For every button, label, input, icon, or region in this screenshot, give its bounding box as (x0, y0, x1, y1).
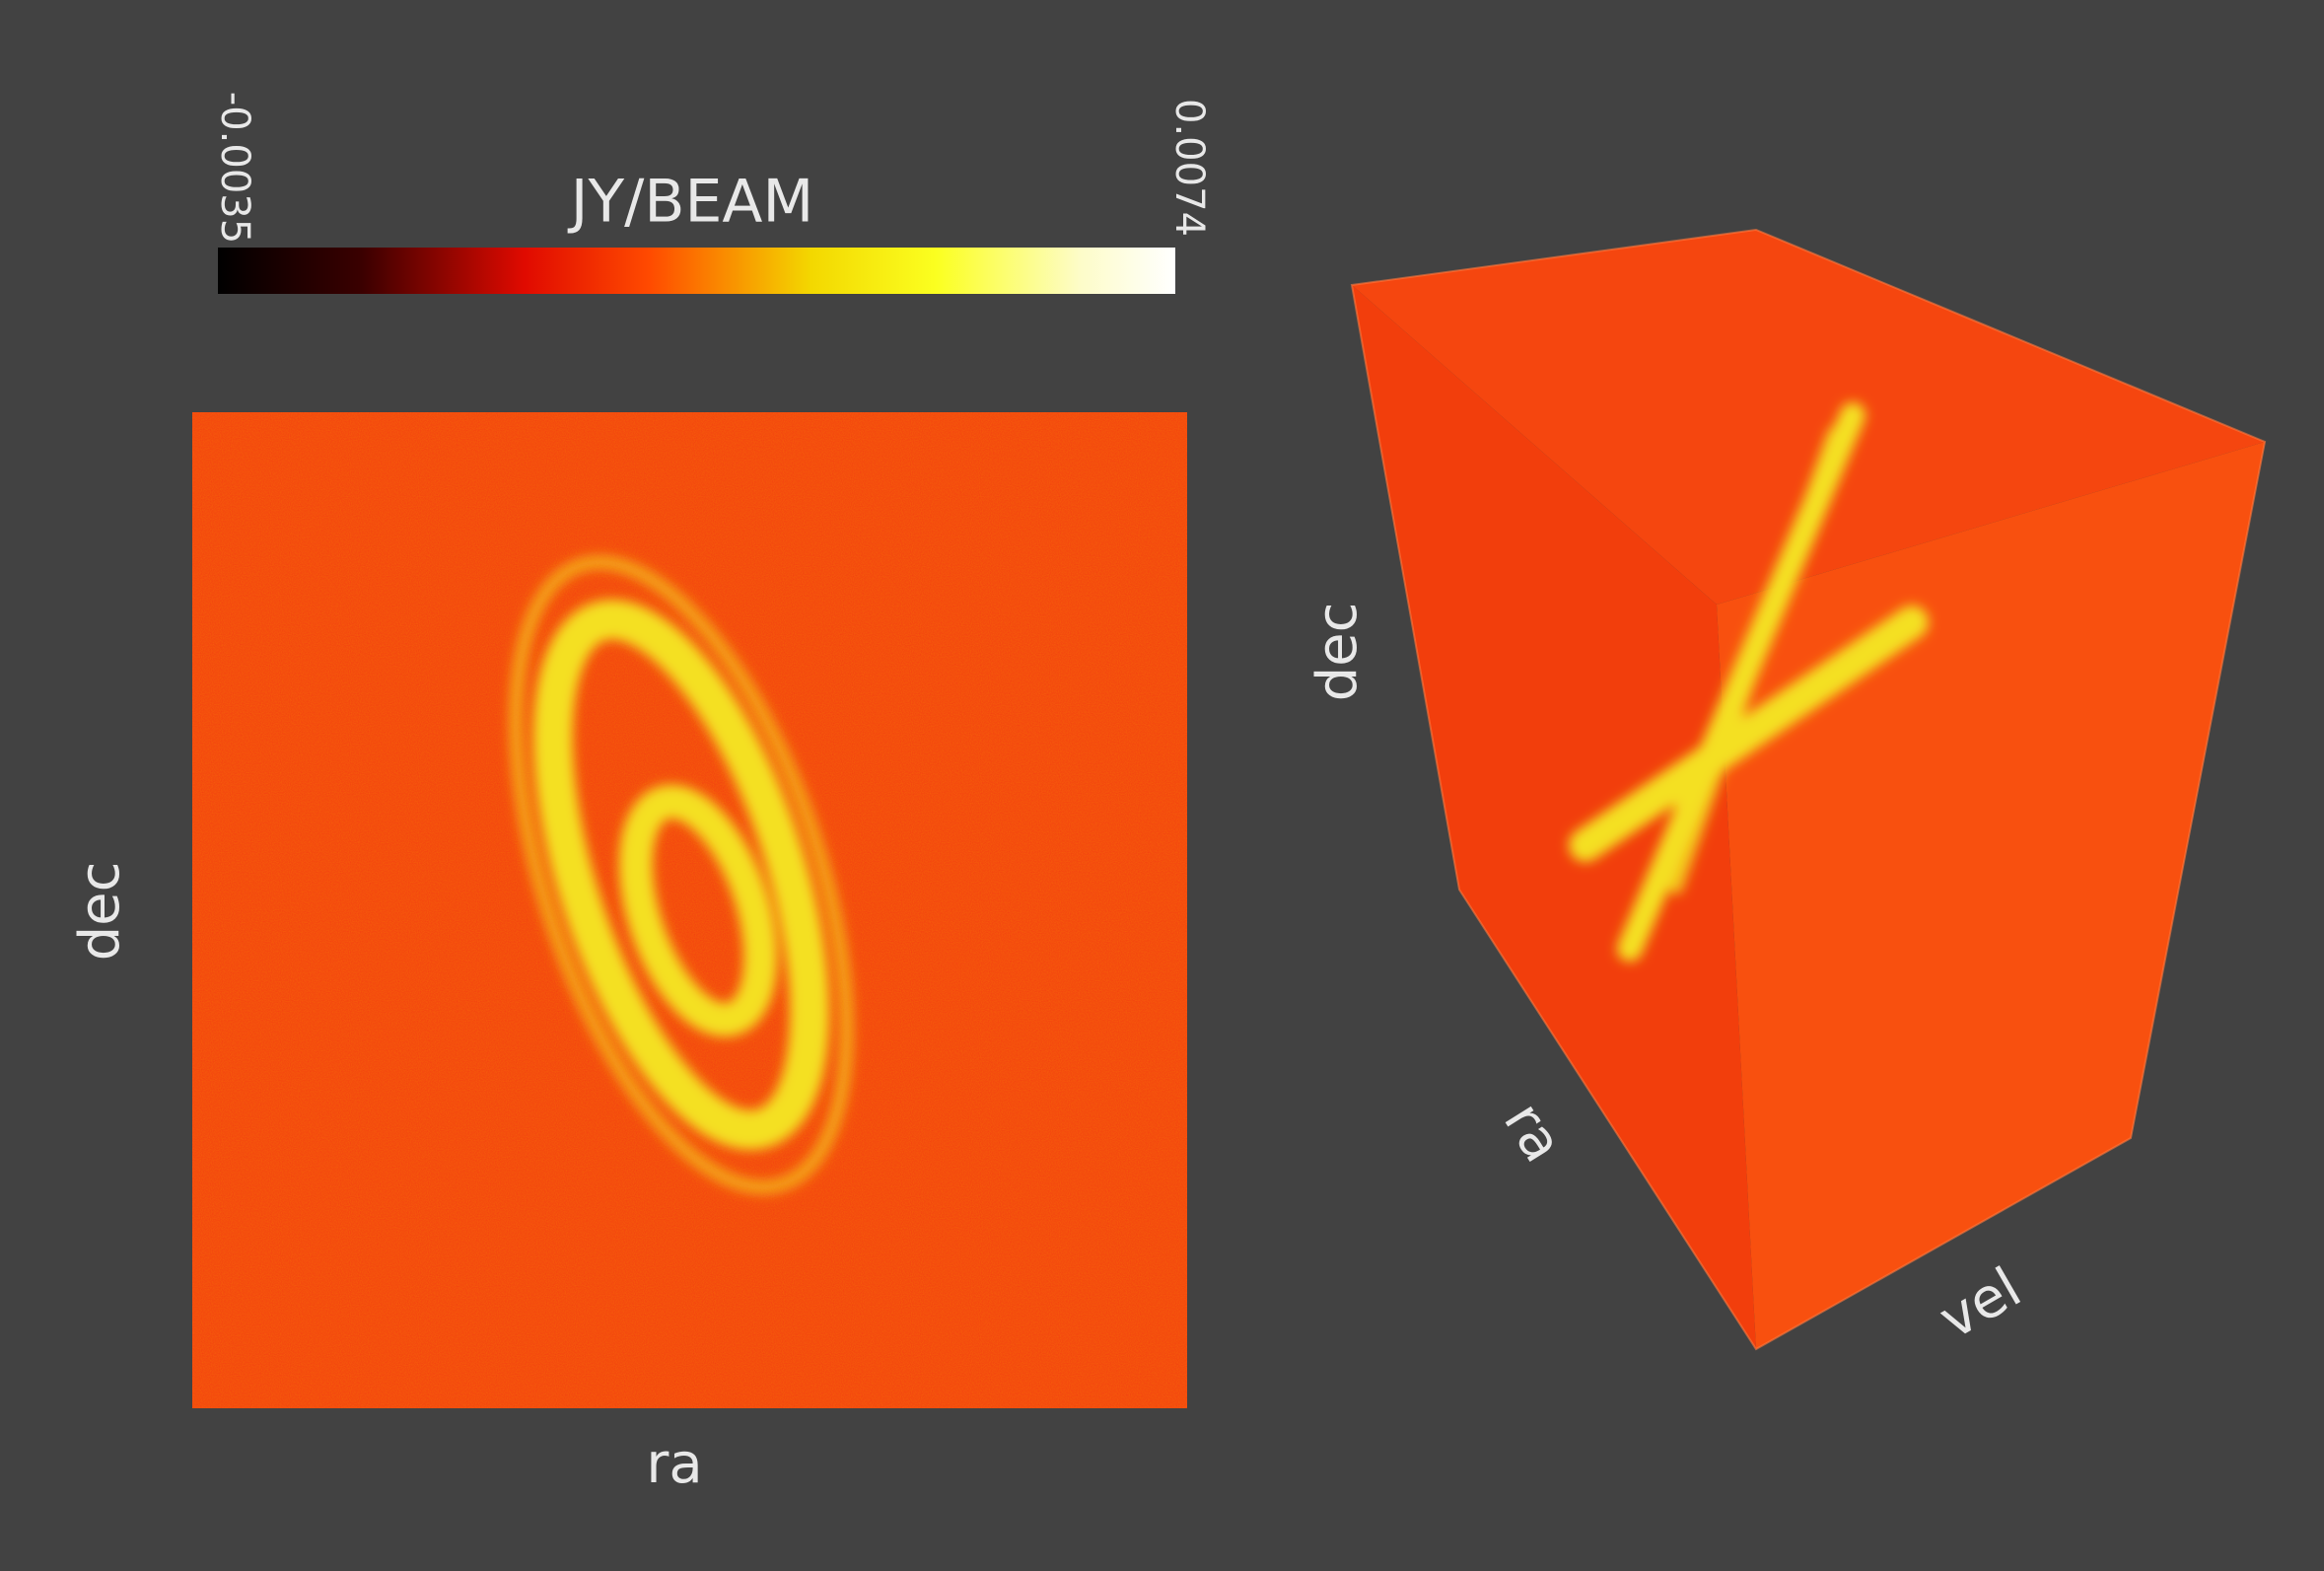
cube-ra-label: ra (1491, 1092, 1576, 1174)
slice-y-label: dec (68, 862, 132, 962)
colorbar (218, 248, 1175, 294)
cube (1352, 230, 2265, 1349)
cube-vel-label: vel (1929, 1255, 2032, 1352)
slice-image (192, 412, 1187, 1408)
slice-x-label: ra (646, 1432, 702, 1496)
viewer: JY/BEAM -0.0035 0.0074 ra dec dec ra vel (0, 0, 2324, 1571)
colorbar-max: 0.0074 (1166, 99, 1212, 237)
colorbar-min: -0.0035 (212, 92, 257, 244)
colorbar-unit: JY/BEAM (567, 168, 813, 237)
cube-dec-label: dec (1305, 603, 1370, 702)
